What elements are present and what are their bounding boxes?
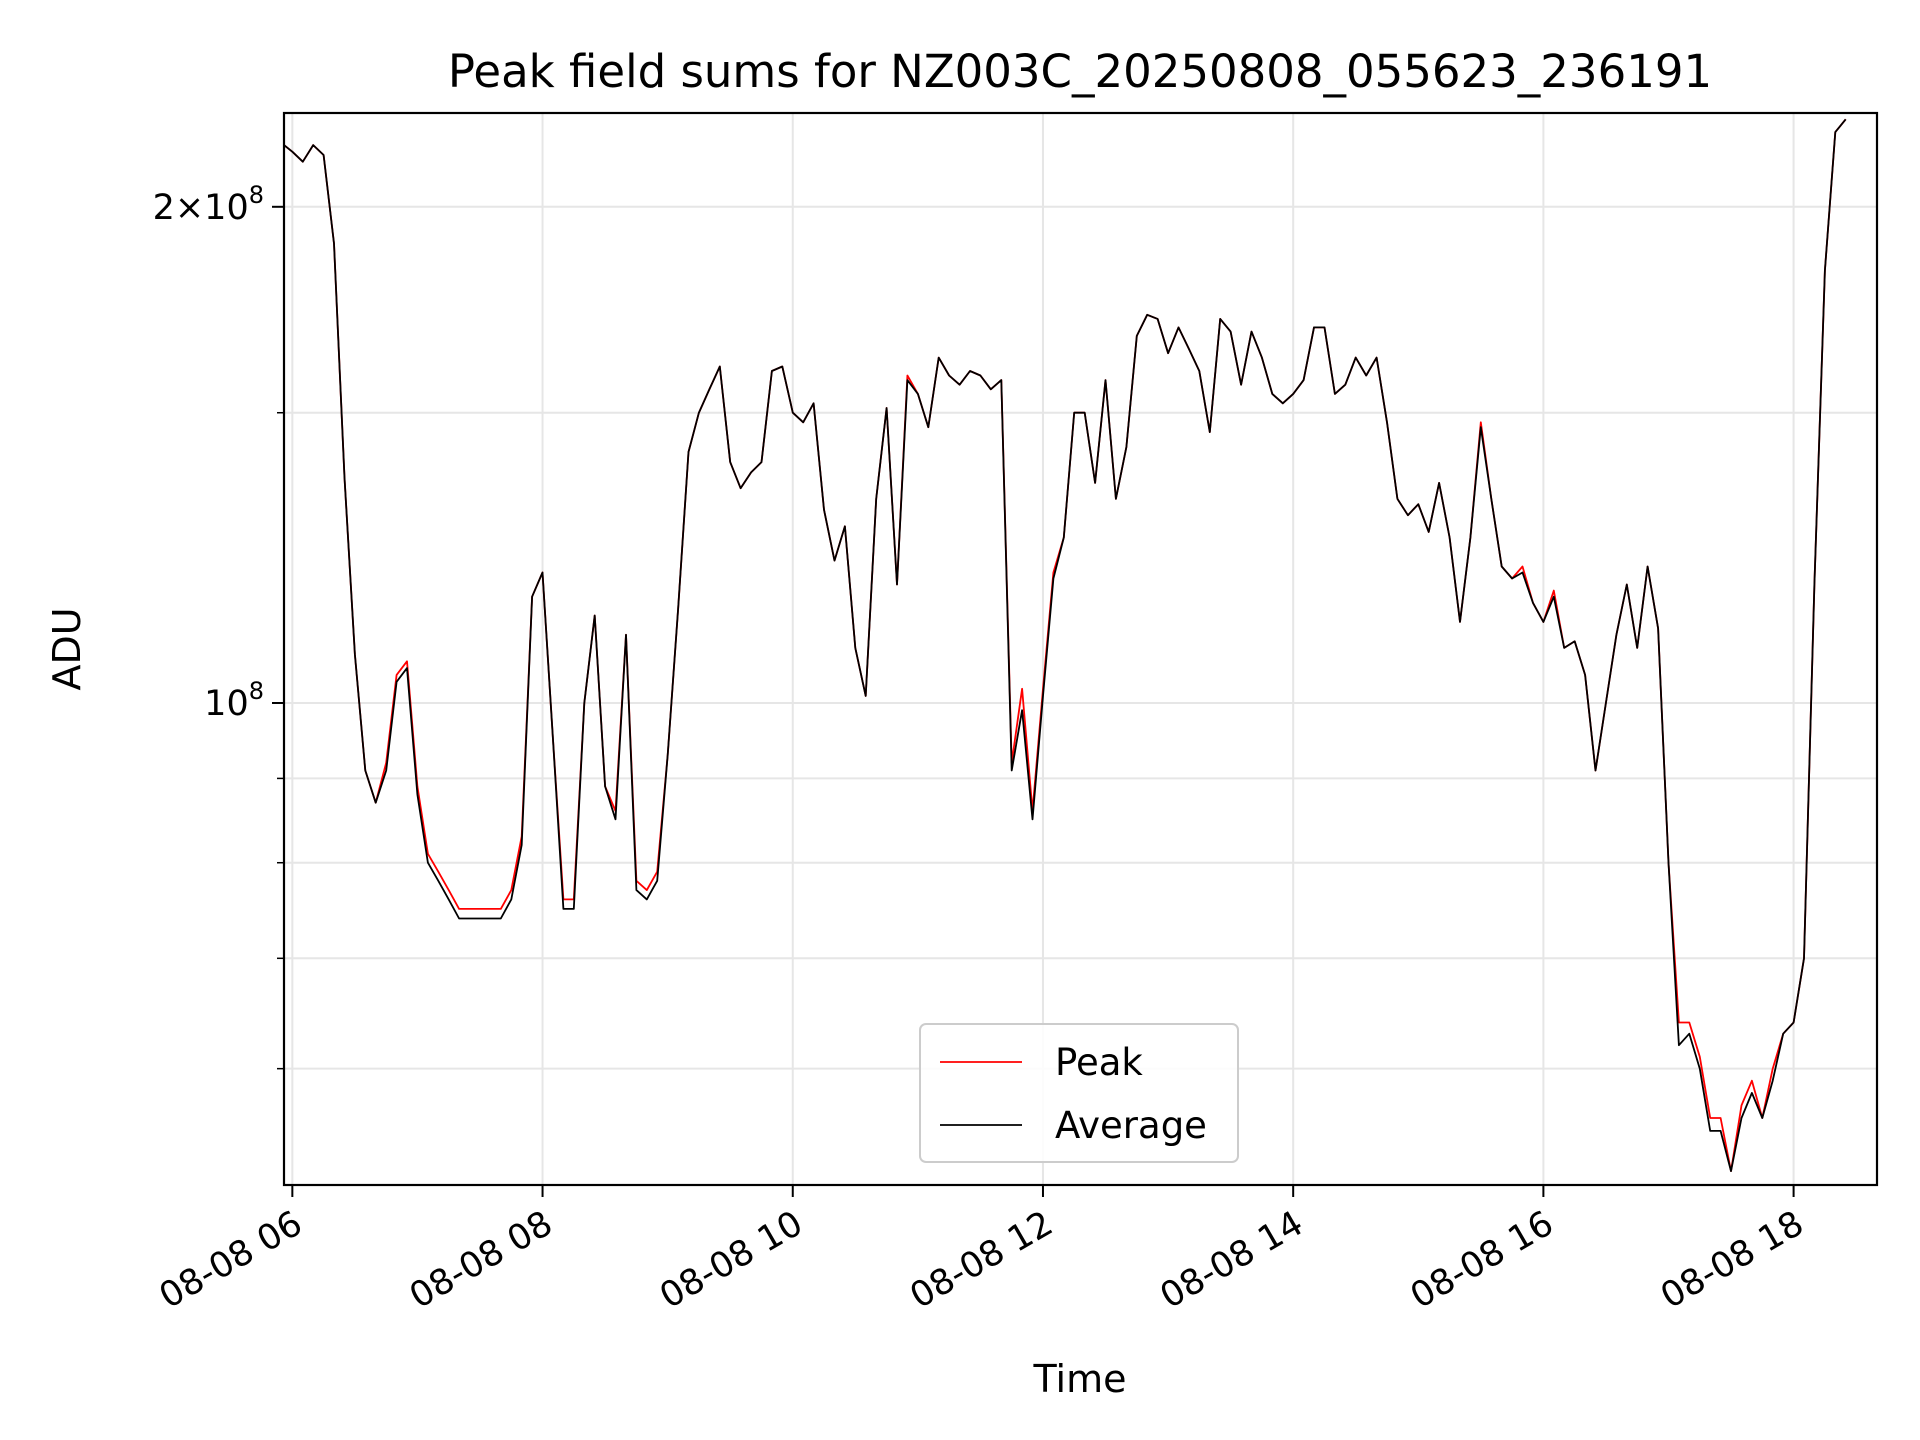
grid xyxy=(284,113,1877,1185)
legend-label-peak: Peak xyxy=(1055,1041,1143,1084)
legend-label-average: Average xyxy=(1055,1104,1207,1147)
legend-box xyxy=(919,1023,1239,1163)
plot-frame xyxy=(282,111,1879,1187)
y-axis-label: ADU xyxy=(45,607,89,690)
y-tick-label: 108 xyxy=(204,677,264,724)
series-average-line xyxy=(283,118,1847,1172)
chart-title: Peak field sums for NZ003C_20250808_0556… xyxy=(448,45,1712,98)
series-lines xyxy=(283,118,1847,1172)
x-axis-label: Time xyxy=(1033,1357,1127,1401)
legend: Peak Average xyxy=(919,1023,1239,1163)
y-tick-label: 2×108 xyxy=(153,181,264,228)
y-axis: 2×108 108 xyxy=(153,181,284,1070)
